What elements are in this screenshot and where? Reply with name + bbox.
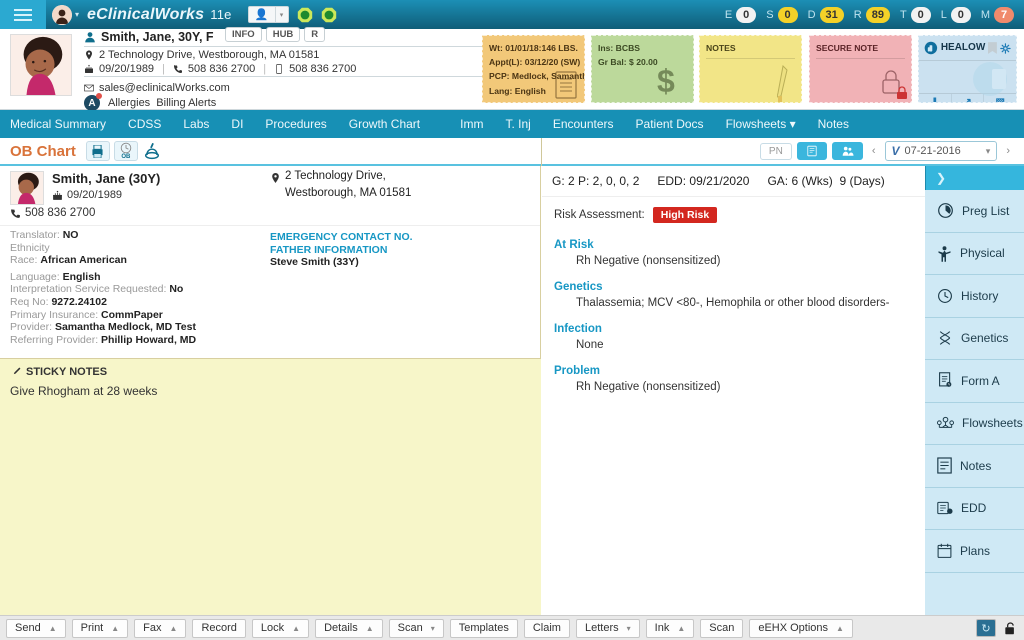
svg-text:$: $ [657, 63, 675, 99]
